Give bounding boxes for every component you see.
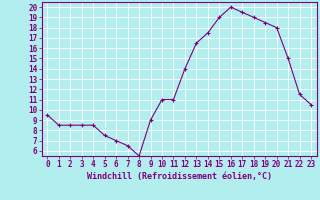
X-axis label: Windchill (Refroidissement éolien,°C): Windchill (Refroidissement éolien,°C) [87, 172, 272, 181]
